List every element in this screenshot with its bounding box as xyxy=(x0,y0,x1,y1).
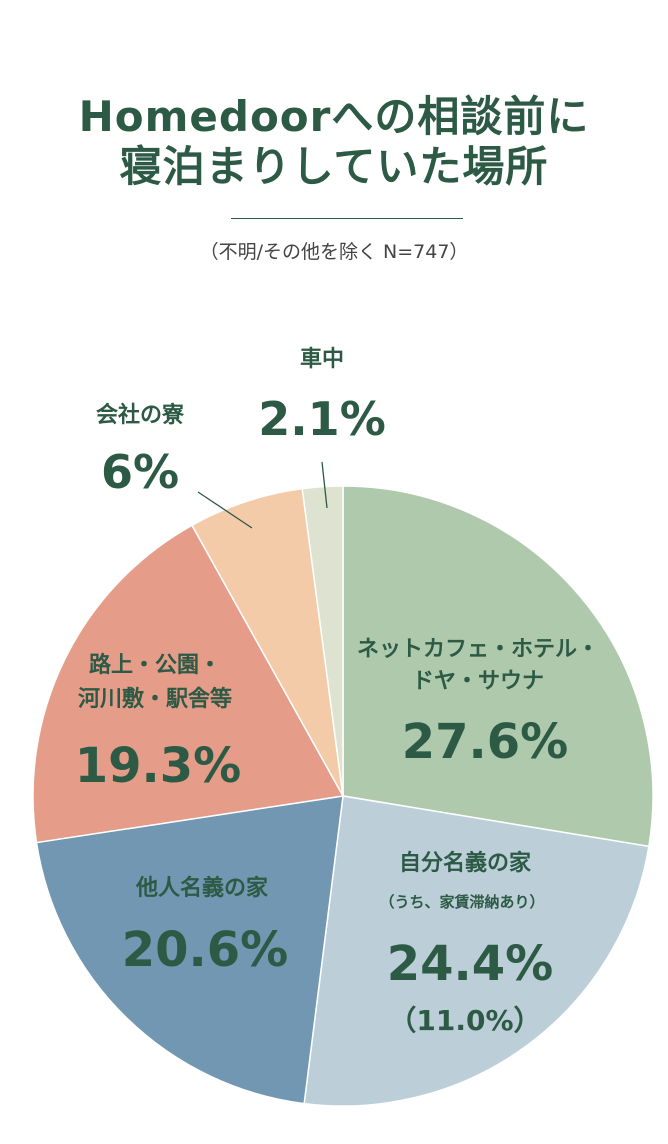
slice-note-own-home: （うち、家賃滞納あり） xyxy=(379,893,544,911)
pie-labels: ネットカフェ・ホテル・ ドヤ・サウナ 27.6% 自分名義の家 （うち、家賃滞納… xyxy=(75,347,599,1037)
slice-value-netcafe: 27.6% xyxy=(402,714,569,770)
slice-label-street-line-2: 河川敷・駅舎等 xyxy=(78,686,232,712)
pie-slices xyxy=(32,485,654,1107)
slice-value-car: 2.1% xyxy=(258,392,386,446)
chart-title-line-2: 寝泊まりしていた場所 xyxy=(119,142,549,191)
chart-title-line-1: Homedoorへの相談前に xyxy=(78,92,590,141)
slice-label-netcafe-line-1: ネットカフェ・ホテル・ xyxy=(357,637,599,662)
pie-slice-own-home xyxy=(303,795,650,1107)
slice-label-car: 車中 xyxy=(300,347,344,372)
slice-label-dorm: 会社の寮 xyxy=(96,402,185,428)
slice-value-other-home: 20.6% xyxy=(122,922,289,978)
pie-slice-other-home xyxy=(35,795,344,1105)
slice-label-own-home: 自分名義の家 xyxy=(399,850,532,876)
slice-value-street: 19.3% xyxy=(75,738,242,794)
title-divider xyxy=(231,218,463,219)
slice-value-dorm: 6% xyxy=(101,445,179,499)
chart-title: Homedoorへの相談前に 寝泊まりしていた場所 xyxy=(0,92,668,192)
leader-line-dorm xyxy=(197,491,253,529)
slice-label-street-line-1: 路上・公園・ xyxy=(89,652,221,678)
slice-label-other-home: 他人名義の家 xyxy=(135,875,269,901)
leader-line-car xyxy=(321,461,328,509)
slice-subvalue-own-home: （11.0%） xyxy=(388,1004,541,1037)
pie-slice-street xyxy=(32,524,345,844)
slice-value-own-home: 24.4% xyxy=(387,936,554,992)
chart-subtitle: （不明/その他を除く N=747） xyxy=(199,241,469,263)
pie-slice-car xyxy=(301,485,344,797)
pie-slice-netcafe xyxy=(342,485,654,848)
slice-label-netcafe-line-2: ドヤ・サウナ xyxy=(412,669,544,694)
